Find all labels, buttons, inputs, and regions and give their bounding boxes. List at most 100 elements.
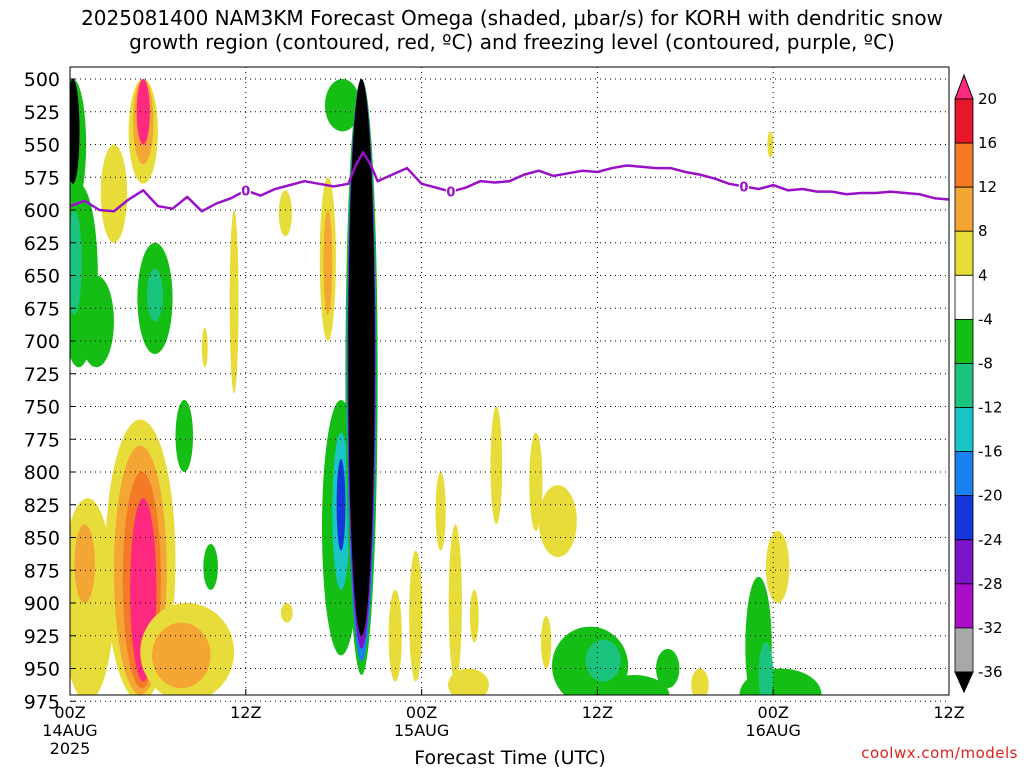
omega-region <box>490 406 503 525</box>
x-tick-date: 14AUG <box>42 721 97 740</box>
y-tick-label: 825 <box>24 495 60 517</box>
chart-title: 2025081400 NAM3KM Forecast Omega (shaded… <box>0 6 1024 54</box>
x-tick-label: 00Z <box>406 703 437 722</box>
x-tick-label: 12Z <box>582 703 613 722</box>
omega-region <box>229 210 239 394</box>
y-tick-label: 975 <box>24 691 60 713</box>
x-tick-label: 00Z <box>758 703 789 722</box>
colorbar-swatch <box>954 230 974 276</box>
y-tick-label: 525 <box>24 102 60 124</box>
colorbar-tick-label: 20 <box>978 90 997 108</box>
y-tick-label: 600 <box>24 200 60 222</box>
colorbar-tick-label: -16 <box>978 443 1003 461</box>
freezing-level-label: 0 <box>446 186 455 201</box>
plot-frame <box>69 66 950 696</box>
freezing-label-bg <box>738 178 749 195</box>
colorbar-tick-label: -28 <box>978 575 1003 593</box>
colorbar-swatch <box>954 407 974 453</box>
x-tick-label: 12Z <box>933 703 964 722</box>
colorbar-tick-label: 16 <box>978 134 997 152</box>
omega-region <box>540 616 552 669</box>
colorbar-tick-label: 12 <box>978 178 997 196</box>
freezing-label-bg <box>445 183 456 200</box>
y-tick-label: 650 <box>24 266 60 288</box>
colorbar-max-arrow <box>954 73 974 100</box>
x-tick-date: 15AUG <box>394 721 449 740</box>
omega-region <box>598 675 670 695</box>
colorbar-swatch <box>954 363 974 408</box>
y-tick-label: 700 <box>24 331 60 353</box>
omega-region <box>469 589 479 643</box>
omega-region <box>136 79 150 145</box>
omega-region <box>70 79 80 184</box>
omega-region <box>323 210 333 315</box>
omega-region <box>336 458 346 551</box>
omega-region <box>152 622 211 689</box>
y-tick-label: 925 <box>24 626 60 648</box>
terrain-layer <box>70 695 949 720</box>
colorbar-swatch <box>954 98 974 144</box>
colorbar-tick-label: -8 <box>978 354 993 372</box>
y-tick-label: 850 <box>24 528 60 550</box>
colorbar-swatch <box>954 495 974 541</box>
colorbar-tick-label: -20 <box>978 487 1003 505</box>
y-tick-label: 950 <box>24 659 60 681</box>
omega-region <box>348 79 375 636</box>
colorbar-tick-label: -4 <box>978 310 993 328</box>
y-tick-label: 750 <box>24 397 60 419</box>
freezing-level-label: 0 <box>739 180 748 195</box>
chart-title-line2: growth region (contoured, red, ºC) and f… <box>129 30 895 54</box>
omega-region <box>146 268 164 322</box>
omega-region <box>538 485 577 558</box>
freezing-label-bg <box>240 182 251 199</box>
terrain-fill <box>70 695 949 720</box>
freezing-level-layer: 0 0 0 <box>70 151 949 213</box>
y-tick-label: 625 <box>24 233 60 255</box>
omega-region <box>100 144 128 243</box>
omega-region <box>203 544 218 590</box>
omega-region <box>765 530 790 603</box>
omega-region <box>758 642 774 695</box>
x-tick-label: 12Z <box>230 703 261 722</box>
omega-region <box>691 668 709 695</box>
colorbar-tick-label: -24 <box>978 531 1003 549</box>
omega-region <box>175 399 194 472</box>
omega-region <box>278 190 292 237</box>
x-tick-date: 16AUG <box>745 721 800 740</box>
colorbar-swatch <box>954 142 974 188</box>
colorbar-swatch <box>954 274 974 320</box>
y-tick-label: 500 <box>24 69 60 91</box>
colorbar-swatch <box>954 539 974 585</box>
omega-region <box>585 639 621 682</box>
x-tick-year: 2025 <box>50 739 91 758</box>
colorbar-min-arrow <box>954 671 974 694</box>
omega-region <box>435 472 446 551</box>
colorbar-swatch <box>954 186 974 232</box>
omega-region <box>78 275 114 368</box>
y-tick-label: 875 <box>24 560 60 582</box>
omega-region <box>201 327 208 368</box>
omega-region <box>70 210 82 315</box>
y-tick-label: 800 <box>24 462 60 484</box>
colorbar-tick-label: -36 <box>978 663 1003 681</box>
x-axis-label: Forecast Time (UTC) <box>414 747 605 768</box>
omega-region <box>324 79 361 132</box>
y-tick-label: 725 <box>24 364 60 386</box>
colorbar-tick-label: 4 <box>978 266 988 284</box>
omega-region <box>74 524 95 603</box>
omega-region <box>656 648 680 689</box>
omega-region <box>879 710 897 720</box>
freezing-level-label: 0 <box>241 184 250 199</box>
colorbar-swatch <box>954 318 974 364</box>
omega-region <box>409 550 423 682</box>
omega-region <box>447 668 489 695</box>
colorbar-tick-label: -12 <box>978 399 1003 417</box>
colorbar-legend: 20 16 12 8 4 -4 -8 -12 -16 -20 -24 -28 -32 -36 <box>954 73 1003 694</box>
chart-title-line1: 2025081400 NAM3KM Forecast Omega (shaded… <box>81 6 943 30</box>
y-axis: 500 525 550 575 600 625 650 675 700 725 750 775 800 8… <box>24 69 76 713</box>
y-tick-label: 775 <box>24 429 60 451</box>
y-tick-label: 550 <box>24 135 60 157</box>
colorbar-swatch <box>954 451 974 497</box>
